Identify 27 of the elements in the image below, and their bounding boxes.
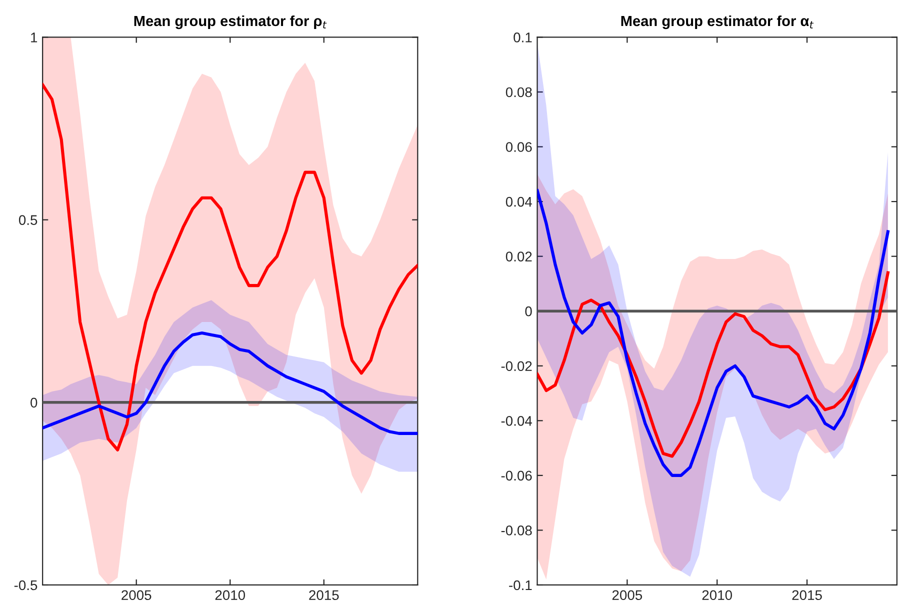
y-tick-label: -0.1 (509, 580, 532, 590)
line-series (537, 189, 890, 477)
x-tick-label: 2015 (792, 590, 822, 600)
y-tick-label: -0.08 (501, 526, 532, 536)
x-tick-label: 2010 (215, 590, 246, 600)
y-tick-label: -0.02 (501, 361, 532, 372)
y-tick-label: 0 (30, 398, 38, 408)
y-tick-label: 0.04 (506, 196, 532, 207)
y-tick-label: 0 (525, 306, 532, 316)
y-tick-label: 0.08 (506, 87, 532, 98)
y-tick-label: 0.02 (506, 252, 532, 262)
line-series (42, 83, 418, 452)
y-tick-label: 1 (31, 32, 38, 42)
x-tick-label: 2015 (309, 590, 339, 600)
y-tick-label: 0.1 (514, 32, 532, 42)
y-tick-label: -0.06 (501, 470, 532, 481)
y-tick-label: 0.06 (506, 142, 532, 152)
line-series (537, 271, 890, 458)
x-tick-label: 2010 (702, 590, 732, 600)
x-tick-label: 2005 (122, 590, 152, 600)
x-tick-label: 2005 (612, 590, 642, 600)
y-tick-label: -0.5 (14, 580, 38, 590)
line-series (42, 331, 418, 435)
chart-title: Mean group estimator for ρ$_{t}$ (134, 15, 327, 30)
y-tick-label: 0.5 (18, 215, 38, 225)
chart-title: Mean group estimator for α$_{t}$ (621, 15, 814, 30)
y-tick-label: -0.04 (501, 416, 532, 426)
